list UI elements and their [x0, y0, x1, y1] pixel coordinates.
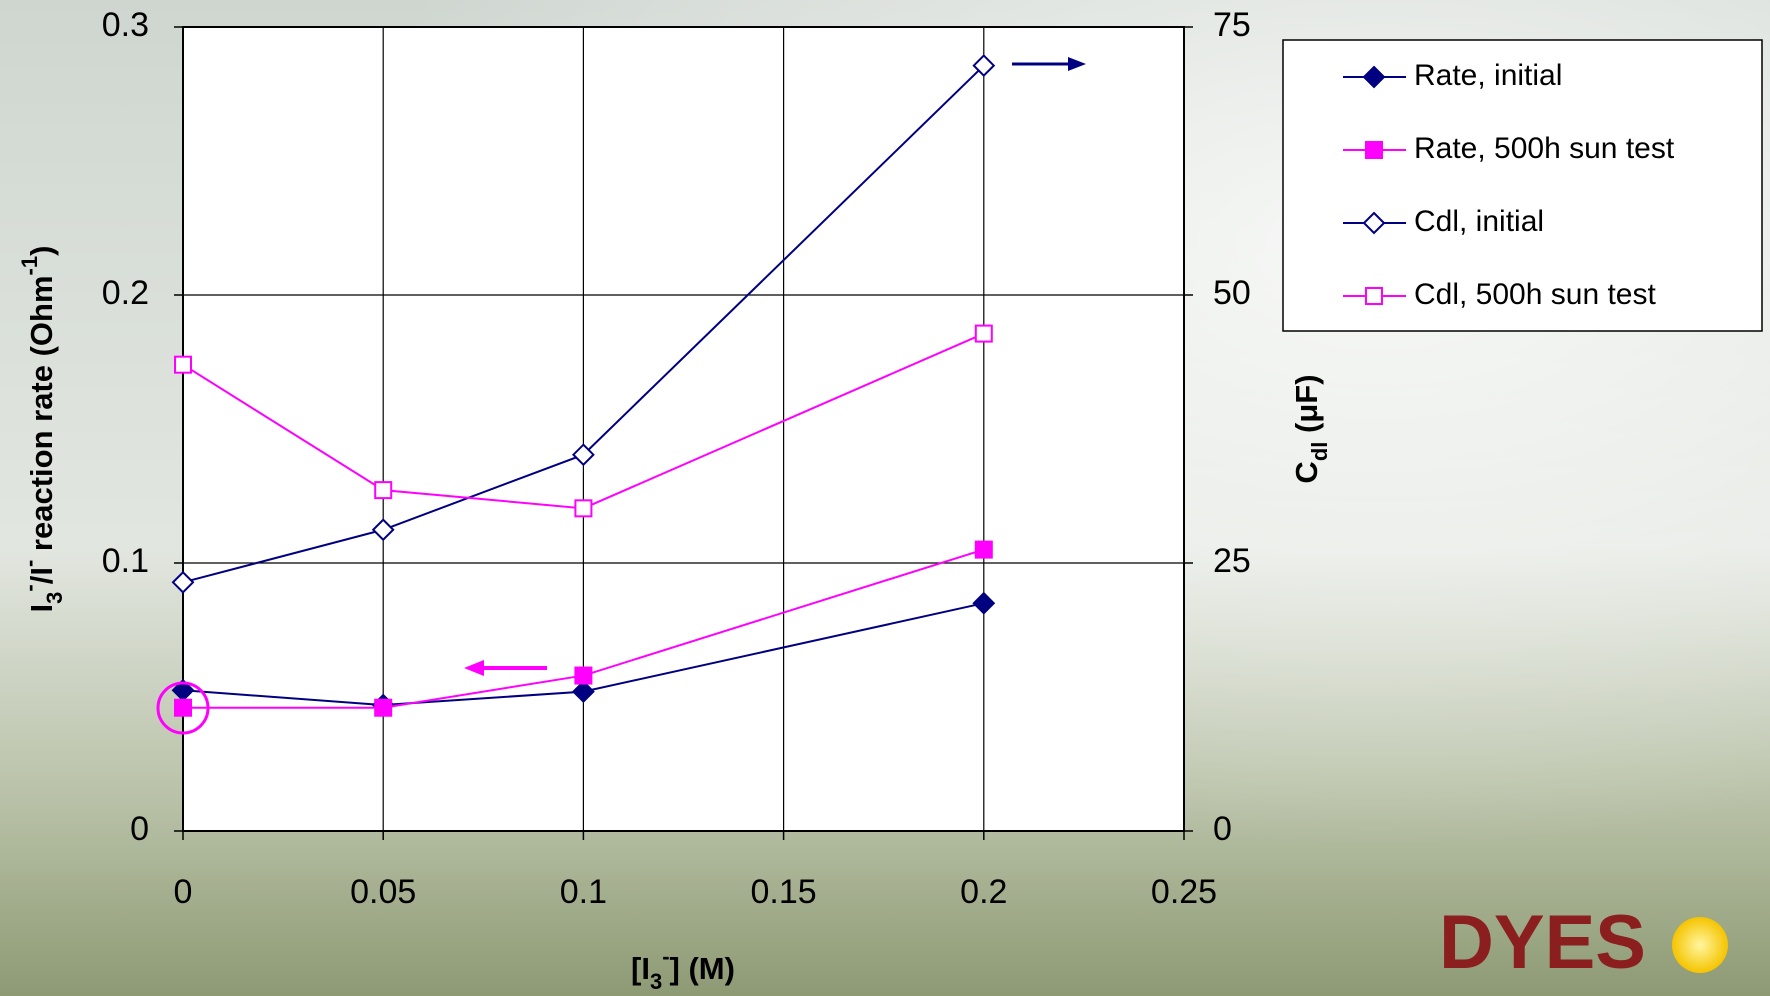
- y2-tick-label: 0: [1213, 810, 1232, 848]
- label-part: [I: [631, 951, 650, 986]
- marker: [972, 591, 996, 615]
- series-line: [182, 64, 985, 584]
- legend-items: Rate, initial Rate, 500h sun test Cdl, ini…: [1343, 59, 1675, 311]
- x-tick-label: 0.2: [960, 873, 1007, 911]
- label-part: 3: [42, 592, 67, 604]
- label-part: ] (M): [670, 951, 735, 986]
- y-tick-label: 0.2: [102, 274, 149, 312]
- marker: [571, 443, 595, 467]
- series-line: [183, 548, 985, 709]
- label-part: C: [1289, 461, 1324, 483]
- marker: [974, 324, 993, 343]
- y-tick-label: 0.3: [102, 6, 149, 44]
- x-label: [I3-] (M): [631, 944, 735, 994]
- marker: [174, 698, 192, 717]
- legend-label: Cdl, 500h sun test: [1414, 278, 1656, 311]
- series-line: [182, 602, 985, 707]
- legend: [1282, 39, 1763, 332]
- label-part: I: [24, 604, 59, 613]
- highlight-circle: [156, 681, 210, 735]
- legend-label: Rate, initial: [1414, 59, 1562, 92]
- x-tick-label: 0: [174, 873, 193, 911]
- marker: [374, 481, 393, 500]
- marker: [974, 540, 993, 559]
- label-part: (μF): [1289, 374, 1324, 441]
- marker: [574, 499, 593, 518]
- marker: [174, 355, 192, 374]
- marker: [374, 698, 393, 717]
- legend-label: Rate, 500h sun test: [1414, 132, 1675, 165]
- label-part: dl: [1307, 442, 1332, 462]
- y-tick-label: 0.1: [102, 542, 149, 580]
- series: [171, 54, 996, 717]
- plot-area: [183, 27, 1184, 831]
- marker: [972, 54, 996, 78]
- series-line: [182, 332, 985, 510]
- y-label: I3-/I- reaction rate (Ohm-1): [17, 246, 67, 613]
- label-part: -: [17, 584, 42, 591]
- marker: [571, 680, 595, 704]
- logo: DYES: [1439, 900, 1646, 985]
- y2-tick-label: 25: [1213, 542, 1251, 580]
- marker: [171, 570, 195, 594]
- label-part: reaction rate (Ohm: [24, 275, 59, 559]
- marker: [1365, 141, 1383, 159]
- y-tick-label: 0: [130, 810, 149, 848]
- plot-border: [182, 26, 1185, 832]
- label-part: -: [17, 560, 42, 567]
- marker: [1365, 287, 1383, 305]
- label-part: /I: [24, 567, 59, 584]
- label-part: -1: [17, 256, 42, 276]
- legend-label: Cdl, initial: [1414, 205, 1544, 238]
- arrow-head: [1068, 57, 1086, 71]
- logo-sun: [1672, 917, 1728, 973]
- label-part: ): [24, 246, 59, 256]
- marker: [1362, 65, 1386, 89]
- marker: [371, 518, 395, 542]
- x-tick-label: 0.15: [751, 873, 817, 911]
- x-tick-label: 0.1: [560, 873, 607, 911]
- label-part: -: [662, 944, 669, 969]
- label-part: 3: [650, 969, 662, 994]
- marker: [1362, 211, 1386, 235]
- x-tick-label: 0.05: [350, 873, 416, 911]
- x-tick-label: 0.25: [1151, 873, 1217, 911]
- marker: [574, 666, 593, 685]
- y2-label: Cdl (μF): [1289, 374, 1332, 483]
- y2-tick-label: 50: [1213, 274, 1251, 312]
- y2-tick-label: 75: [1213, 6, 1251, 44]
- arrow-head: [464, 660, 484, 676]
